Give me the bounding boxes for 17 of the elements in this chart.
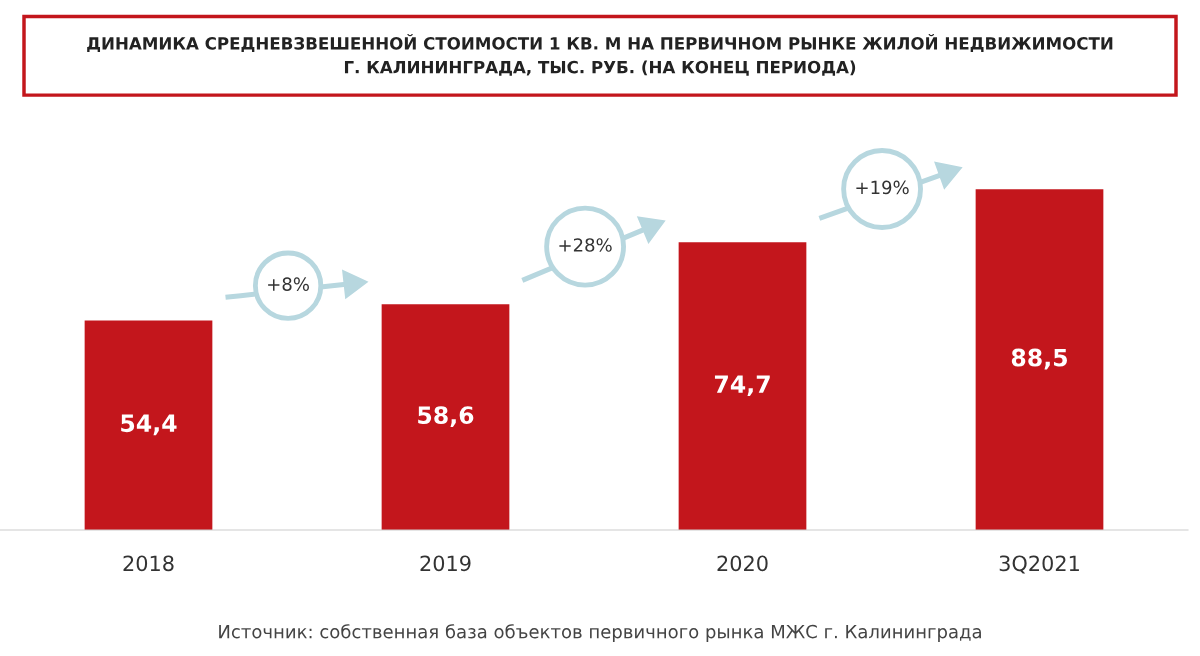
data-label: 74,7: [714, 375, 770, 397]
data-label: 54,4: [121, 414, 177, 436]
bar: [678, 242, 807, 531]
x-tick-label: 2019: [420, 555, 471, 572]
data-label: 58,6: [418, 406, 474, 428]
x-tick-label: 2020: [717, 555, 768, 572]
x-tick-label: 3Q2021: [999, 555, 1079, 574]
chart-title: ДИНАМИКА СРЕДНЕВЗВЕШЕННОЙ СТОИМОСТИ 1 КВ. М НА ПЕРВИЧНОМ РЫНКЕ ЖИЛОЙ НЕДВИЖИМОСТИ Г. КАЛИНИНГРАДА, ТЫС. РУБ. (НА КОНЕЦ ПЕРИОДА): [87, 34, 1113, 76]
data-label: 88,5: [1011, 348, 1067, 370]
annotation: +19%: [856, 180, 909, 195]
bar: [975, 189, 1104, 531]
bar: [84, 320, 213, 531]
bar: [381, 304, 510, 531]
x-tick-label: 2018: [123, 555, 174, 572]
annotation: +28%: [559, 238, 612, 252]
text: Источник: собственная база объектов первичного рынка МЖС г. Калининграда: [219, 624, 981, 642]
annotation: +8%: [268, 277, 309, 291]
